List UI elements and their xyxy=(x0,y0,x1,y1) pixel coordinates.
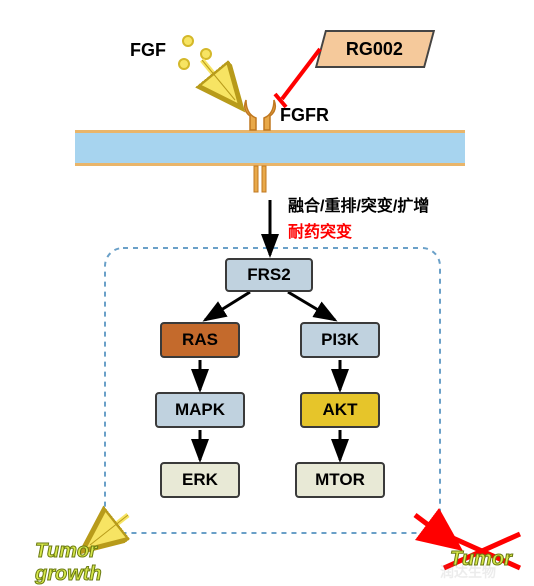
fgfr-label: FGFR xyxy=(280,105,329,126)
node-frs2: FRS2 xyxy=(225,258,313,292)
resistance-label: 耐药突变 xyxy=(288,218,352,242)
drug-rg002-box: RG002 xyxy=(315,30,435,68)
fgf-dot xyxy=(182,35,194,47)
node-ras: RAS xyxy=(160,322,240,358)
receptor-icon xyxy=(0,0,534,584)
watermark-text: 润达生物 xyxy=(440,562,496,582)
drug-label: RG002 xyxy=(346,39,403,60)
diagram-arrows xyxy=(0,0,534,584)
node-erk: ERK xyxy=(160,462,240,498)
fgf-dot xyxy=(178,58,190,70)
alterations-label: 融合/重排/突变/扩增 xyxy=(288,192,429,216)
node-mtor: MTOR xyxy=(295,462,385,498)
tumor-growth-label: Tumor growth xyxy=(35,540,102,586)
cell-membrane xyxy=(75,130,465,166)
node-akt: AKT xyxy=(300,392,380,428)
tumor-growth-line1: Tumor xyxy=(35,540,102,563)
fgf-label: FGF xyxy=(130,40,166,61)
tumor-growth-line2: growth xyxy=(35,563,102,586)
fgf-dot xyxy=(200,48,212,60)
node-pi3k: PI3K xyxy=(300,322,380,358)
node-mapk: MAPK xyxy=(155,392,245,428)
